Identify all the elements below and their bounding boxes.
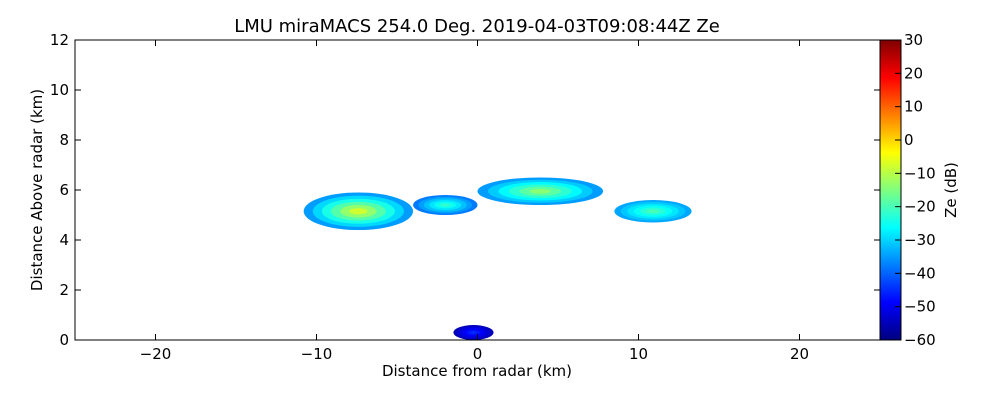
colorbar-tick-label: 0 [904,131,914,149]
echo-band [439,203,451,207]
echo-region [453,325,494,340]
colorbar-tick-label: 30 [904,31,923,49]
colorbar [879,39,902,341]
y-tick-label: 2 [59,281,69,299]
colorbar-tick-label: 20 [904,64,923,82]
x-tick-label: −10 [301,345,333,363]
reflectivity-echoes [303,177,692,340]
colorbar-tick-label: −30 [904,231,936,249]
x-axis: −20 −10 0 10 20 [140,40,809,363]
x-tick-label: 0 [473,345,483,363]
echo-region [614,200,692,223]
chart-title: LMU miraMACS 254.0 Deg. 2019-04-03T09:08… [234,16,720,37]
y-tick-label: 8 [59,131,69,149]
echo-band [349,208,368,215]
y-tick-label: 12 [50,31,69,49]
echo-region [477,177,604,206]
echo-band [646,209,660,214]
x-tick-label: 20 [790,345,809,363]
colorbar-tick-label: −20 [904,198,936,216]
echo-region [303,192,414,231]
colorbar-tick-label: 10 [904,98,923,116]
x-axis-label: Distance from radar (km) [382,362,572,380]
plot-frame [74,39,881,341]
x-tick-label: 10 [629,345,648,363]
colorbar-tick-label: −60 [904,331,936,349]
colorbar-label: Ze (dB) [942,162,960,218]
y-tick-label: 10 [50,81,69,99]
y-axis: 0 2 4 6 8 10 12 [50,31,880,349]
y-tick-label: 4 [59,231,69,249]
colorbar-tick-label: −50 [904,298,936,316]
echo-region [413,195,478,215]
echo-band [529,188,551,194]
y-tick-label: 6 [59,181,69,199]
x-tick-label: −20 [140,345,172,363]
colorbar-tick-label: −10 [904,164,936,182]
y-tick-label: 0 [59,331,69,349]
colorbar-tick-label: −40 [904,264,936,282]
colorbar-axis: −60 −50 −40 −30 −20 −10 0 10 20 30 [895,31,936,349]
echo-band [470,331,477,334]
y-axis-label: Distance Above radar (km) [28,89,46,291]
